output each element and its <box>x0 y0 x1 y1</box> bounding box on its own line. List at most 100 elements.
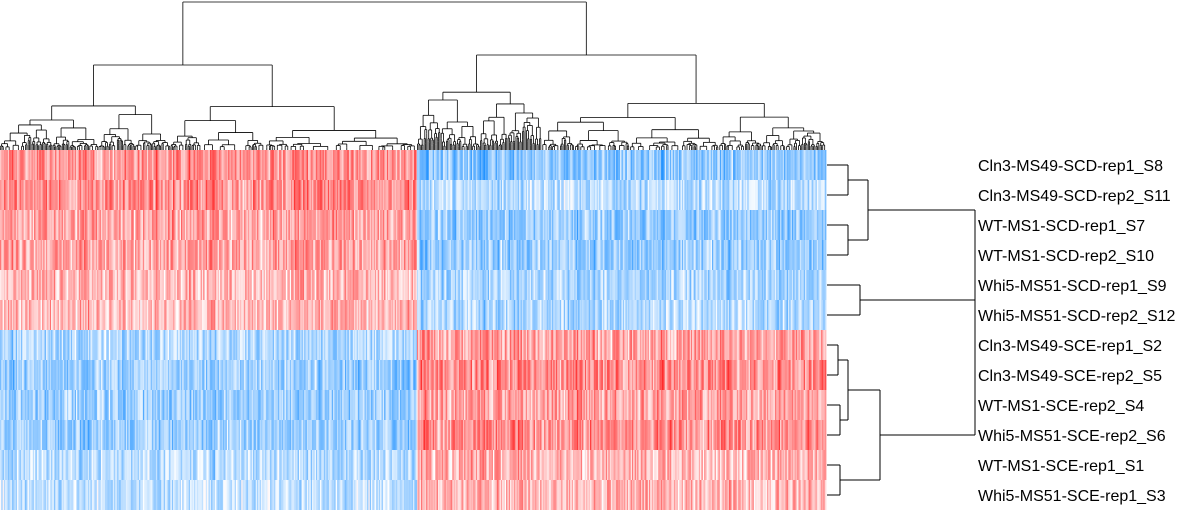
heatmap-cell <box>334 240 337 270</box>
heatmap-cell <box>533 150 536 180</box>
heatmap-cell <box>508 240 511 270</box>
heatmap-cell <box>483 150 486 180</box>
heatmap-cell <box>107 300 110 330</box>
heatmap-cell <box>183 270 186 300</box>
heatmap-cell <box>715 210 718 240</box>
heatmap-cell <box>757 210 760 240</box>
heatmap-cell <box>256 240 259 270</box>
heatmap-cell <box>420 180 423 210</box>
heatmap-cell <box>621 270 624 300</box>
heatmap-cell <box>159 150 162 180</box>
heatmap-cell <box>329 180 331 210</box>
heatmap-cell <box>60 150 63 180</box>
heatmap-cell <box>141 150 144 180</box>
heatmap-cell <box>521 270 524 300</box>
heatmap-cell <box>18 150 21 180</box>
heatmap-cell <box>356 210 359 240</box>
heatmap-cell <box>554 150 557 180</box>
heatmap-cell <box>823 150 826 180</box>
heatmap-cell <box>554 210 557 240</box>
heatmap-cell <box>386 210 389 240</box>
heatmap-cell <box>285 300 288 330</box>
heatmap-cell <box>664 210 667 240</box>
heatmap-cell <box>679 150 681 180</box>
heatmap-cell <box>470 150 473 180</box>
heatmap-cell <box>420 270 423 300</box>
heatmap-cell <box>726 270 729 300</box>
heatmap-cell <box>3 180 6 210</box>
heatmap-cell <box>521 210 524 240</box>
heatmap-cell <box>66 150 69 180</box>
heatmap-cell <box>291 210 293 240</box>
heatmap-cell <box>114 300 116 330</box>
heatmap-cell <box>45 300 48 330</box>
heatmap-cell <box>329 210 331 240</box>
heatmap-cell <box>313 270 316 300</box>
heatmap-cell <box>194 180 196 210</box>
heatmap-cell <box>371 270 373 300</box>
heatmap-cell <box>267 270 270 300</box>
heatmap-cell <box>701 180 704 210</box>
heatmap-cell <box>218 240 221 270</box>
heatmap-cell <box>90 150 93 180</box>
heatmap-cell <box>64 300 66 330</box>
heatmap-cell <box>13 240 15 270</box>
heatmap-cell <box>150 300 153 330</box>
heatmap-cell <box>753 240 756 270</box>
heatmap-cell <box>470 270 473 300</box>
heatmap-cell <box>51 300 53 330</box>
heatmap-cell <box>194 210 196 240</box>
heatmap-cell <box>764 270 767 300</box>
heatmap-cell <box>436 150 439 180</box>
heatmap-cell <box>274 270 276 300</box>
heatmap-cell <box>268 210 271 240</box>
heatmap-cell <box>524 210 527 240</box>
heatmap-cell <box>634 180 637 210</box>
heatmap-cell <box>803 240 806 270</box>
heatmap-cell <box>148 240 150 270</box>
heatmap-cell <box>794 180 797 210</box>
heatmap-cell <box>748 270 751 300</box>
heatmap-cell <box>367 270 369 300</box>
heatmap-cell <box>108 300 111 330</box>
heatmap-cell <box>660 180 663 210</box>
heatmap-cell <box>0 180 2 210</box>
heatmap-cell <box>401 150 403 180</box>
heatmap-cell <box>710 150 713 180</box>
heatmap-cell <box>309 180 312 210</box>
heatmap-cell <box>226 240 229 270</box>
heatmap-cell <box>402 150 405 180</box>
heatmap-cell <box>395 240 398 270</box>
heatmap-cell <box>554 180 557 210</box>
heatmap-cell <box>18 210 21 240</box>
heatmap-cell <box>811 270 814 300</box>
heatmap-cell <box>137 180 140 210</box>
heatmap-cell <box>249 150 251 180</box>
heatmap-cell <box>628 150 630 180</box>
heatmap-cell <box>563 240 566 270</box>
heatmap-cell <box>268 180 271 210</box>
heatmap-cell <box>15 270 18 300</box>
heatmap-cell <box>546 240 549 270</box>
heatmap-cell <box>394 180 397 210</box>
heatmap-cell <box>571 180 574 210</box>
heatmap-cell <box>663 270 666 300</box>
heatmap-cell <box>517 150 520 180</box>
heatmap-cell <box>545 210 548 240</box>
heatmap-cell <box>616 270 618 300</box>
heatmap-cell <box>461 240 464 270</box>
heatmap-cell <box>23 180 26 210</box>
heatmap-cell <box>272 150 275 180</box>
heatmap-cell <box>592 180 595 210</box>
heatmap-cell <box>204 240 207 270</box>
heatmap-row <box>0 240 827 270</box>
heatmap-cell <box>79 180 82 210</box>
heatmap-cell <box>158 270 161 300</box>
heatmap-cell <box>61 240 64 270</box>
heatmap-cell <box>596 180 599 210</box>
heatmap-cell <box>464 240 466 270</box>
heatmap-cell <box>721 150 723 180</box>
heatmap-cell <box>360 210 363 240</box>
heatmap-cell <box>527 150 529 180</box>
heatmap-cell <box>819 210 822 240</box>
